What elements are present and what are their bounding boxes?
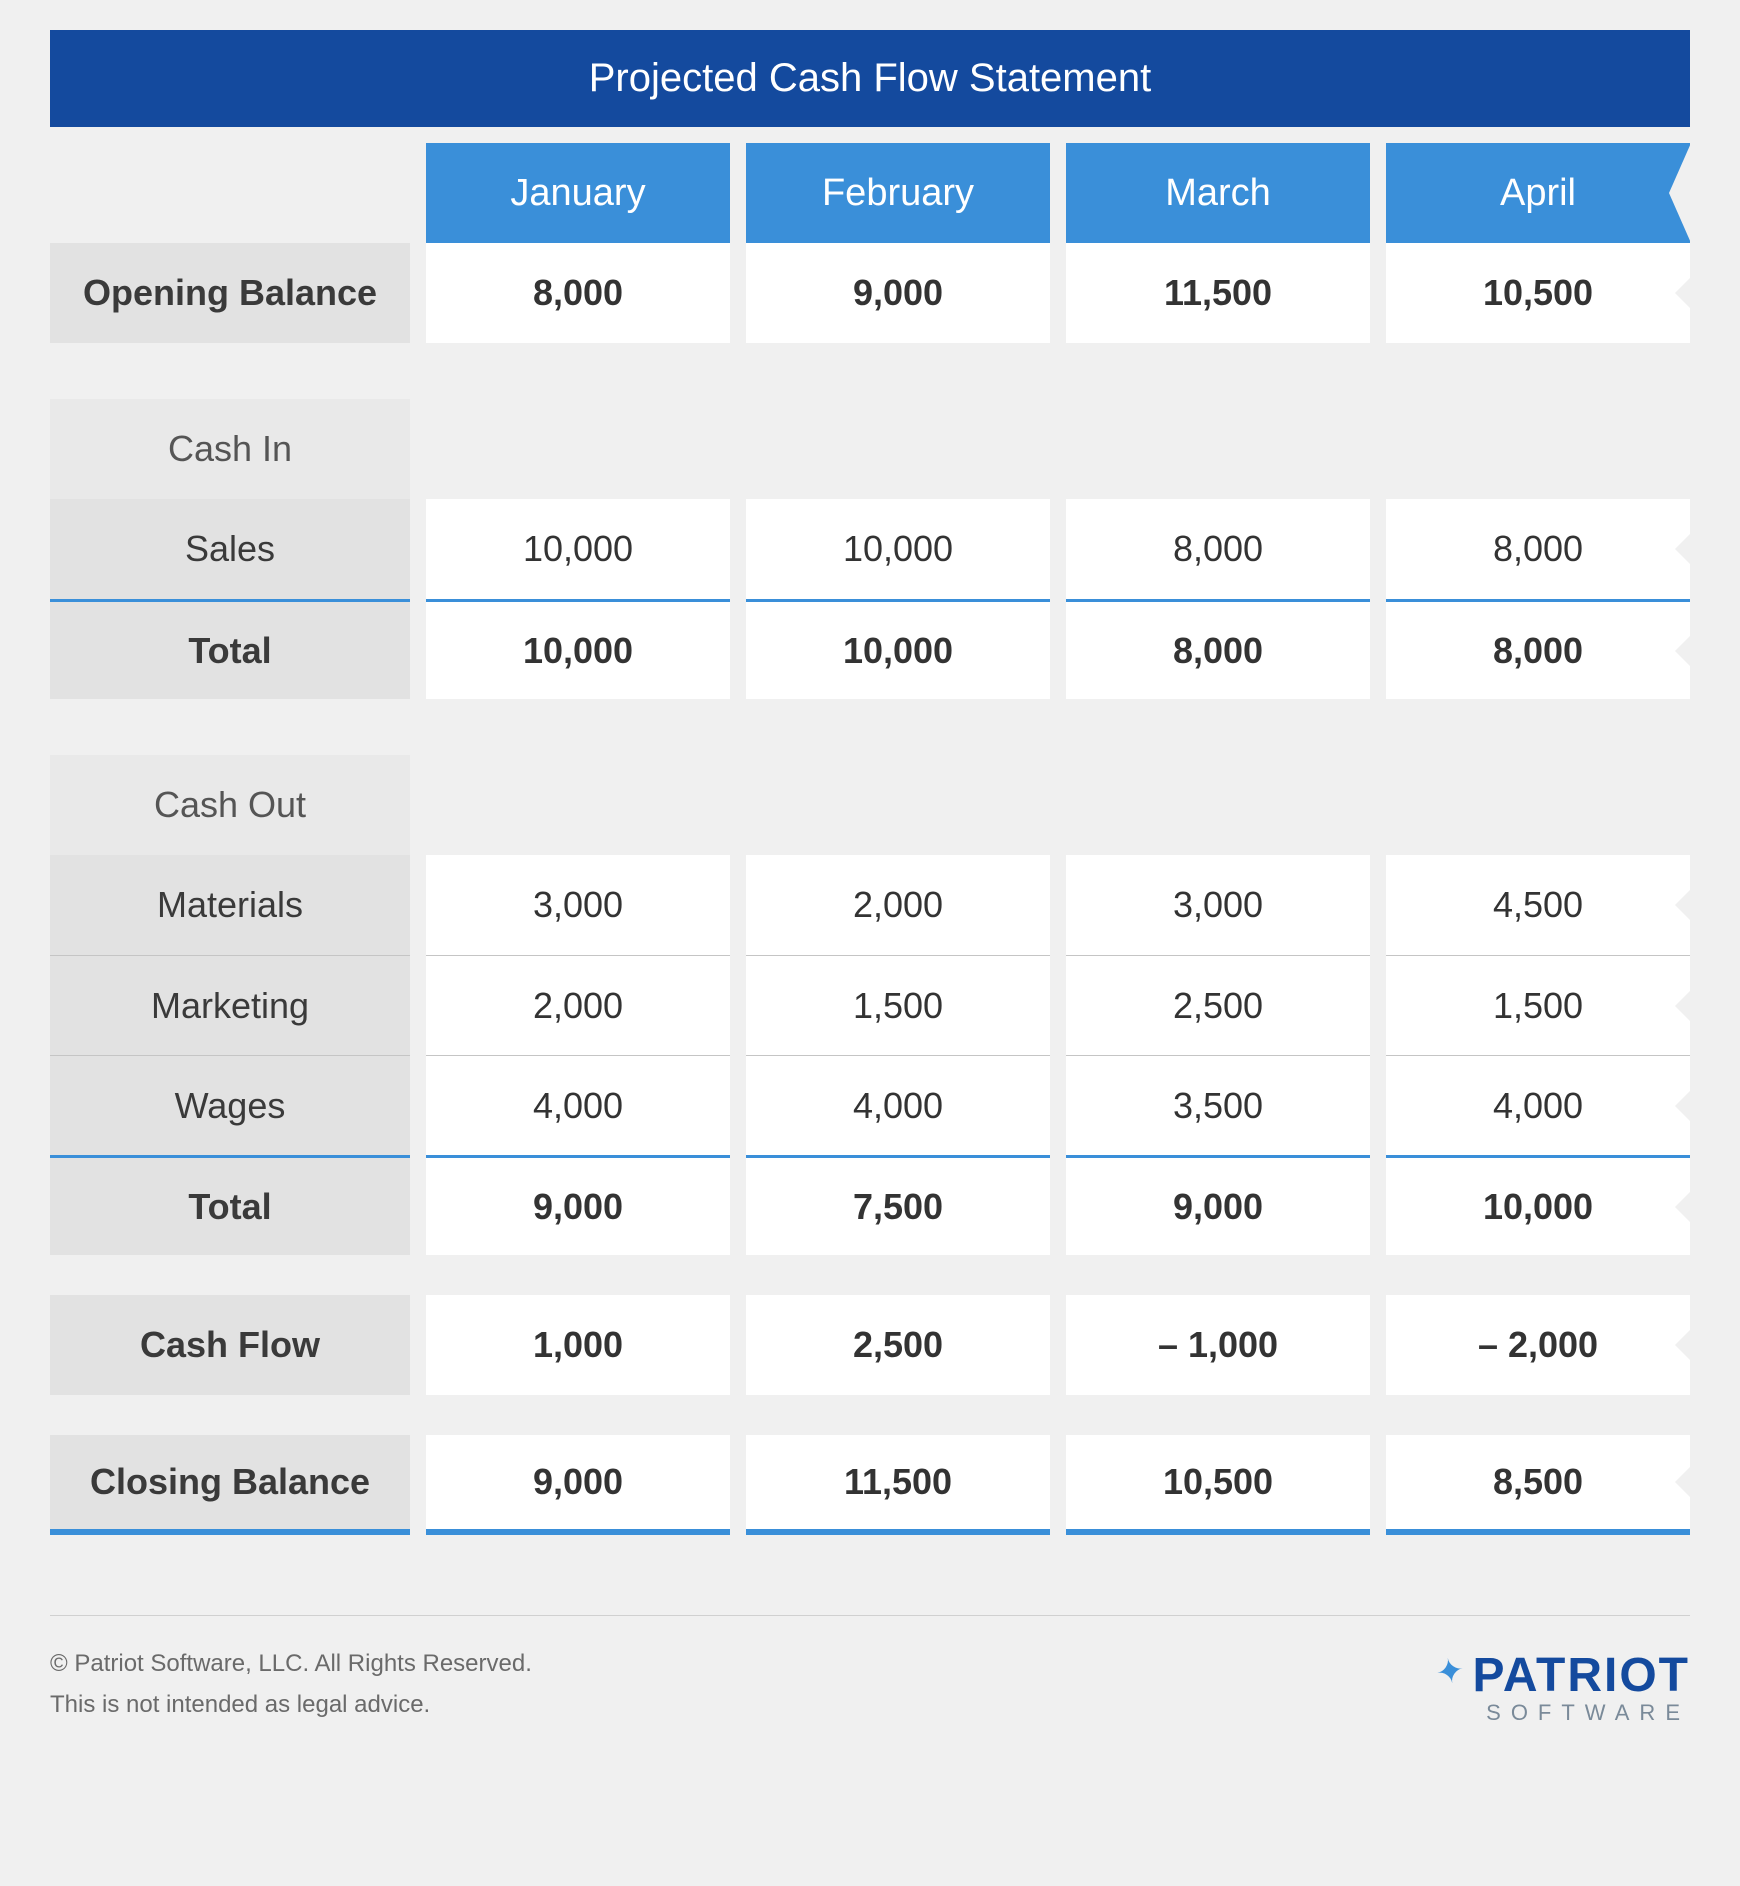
spacer xyxy=(50,1255,1690,1295)
materials-apr: 4,500 xyxy=(1386,855,1690,955)
section-cash-out: Cash Out xyxy=(50,755,410,855)
cash-flow-jan: 1,000 xyxy=(426,1295,730,1395)
row-label-cash-in-total: Total xyxy=(50,599,410,699)
cash-out-total-feb: 7,500 xyxy=(746,1155,1050,1255)
blank xyxy=(1066,755,1370,855)
sales-jan: 10,000 xyxy=(426,499,730,599)
row-label-sales: Sales xyxy=(50,499,410,599)
brand-sub: SOFTWARE xyxy=(1436,1700,1690,1726)
blank xyxy=(1386,399,1690,499)
copyright: © Patriot Software, LLC. All Rights Rese… xyxy=(50,1644,532,1685)
closing-balance-apr: 8,500 xyxy=(1386,1435,1690,1535)
wages-mar: 3,500 xyxy=(1066,1055,1370,1155)
row-label-cash-out-total: Total xyxy=(50,1155,410,1255)
opening-balance-jan: 8,000 xyxy=(426,243,730,343)
star-icon: ✦ xyxy=(1433,1649,1468,1693)
cash-in-total-apr: 8,000 xyxy=(1386,599,1690,699)
footer-legal: © Patriot Software, LLC. All Rights Rese… xyxy=(50,1644,532,1726)
row-label-wages: Wages xyxy=(50,1055,410,1155)
col-header-april: April xyxy=(1386,143,1690,243)
spacer xyxy=(50,699,1690,755)
materials-feb: 2,000 xyxy=(746,855,1050,955)
sales-apr: 8,000 xyxy=(1386,499,1690,599)
marketing-apr: 1,500 xyxy=(1386,955,1690,1055)
marketing-jan: 2,000 xyxy=(426,955,730,1055)
col-header-february: February xyxy=(746,143,1050,243)
col-header-january: January xyxy=(426,143,730,243)
marketing-mar: 2,500 xyxy=(1066,955,1370,1055)
opening-balance-apr: 10,500 xyxy=(1386,243,1690,343)
sales-feb: 10,000 xyxy=(746,499,1050,599)
blank xyxy=(426,399,730,499)
cash-out-total-mar: 9,000 xyxy=(1066,1155,1370,1255)
page-title: Projected Cash Flow Statement xyxy=(50,30,1690,127)
blank xyxy=(746,399,1050,499)
brand-name: PATRIOT xyxy=(1472,1652,1690,1700)
cashflow-table: January February March April Opening Bal… xyxy=(50,143,1690,1535)
cash-out-total-apr: 10,000 xyxy=(1386,1155,1690,1255)
opening-balance-feb: 9,000 xyxy=(746,243,1050,343)
wages-apr: 4,000 xyxy=(1386,1055,1690,1155)
row-label-cash-flow: Cash Flow xyxy=(50,1295,410,1395)
cash-in-total-feb: 10,000 xyxy=(746,599,1050,699)
cash-out-total-jan: 9,000 xyxy=(426,1155,730,1255)
cash-flow-mar: – 1,000 xyxy=(1066,1295,1370,1395)
row-label-materials: Materials xyxy=(50,855,410,955)
blank xyxy=(746,755,1050,855)
col-header-march: March xyxy=(1066,143,1370,243)
blank xyxy=(1386,755,1690,855)
wages-jan: 4,000 xyxy=(426,1055,730,1155)
closing-balance-feb: 11,500 xyxy=(746,1435,1050,1535)
brand-logo: ✦ PATRIOT SOFTWARE xyxy=(1436,1652,1690,1726)
sales-mar: 8,000 xyxy=(1066,499,1370,599)
row-label-opening-balance: Opening Balance xyxy=(50,243,410,343)
cash-flow-apr: – 2,000 xyxy=(1386,1295,1690,1395)
footer: © Patriot Software, LLC. All Rights Rese… xyxy=(50,1615,1690,1726)
opening-balance-mar: 11,500 xyxy=(1066,243,1370,343)
cash-in-total-jan: 10,000 xyxy=(426,599,730,699)
blank xyxy=(426,755,730,855)
spacer xyxy=(50,343,1690,399)
closing-balance-jan: 9,000 xyxy=(426,1435,730,1535)
materials-mar: 3,000 xyxy=(1066,855,1370,955)
row-label-marketing: Marketing xyxy=(50,955,410,1055)
disclaimer: This is not intended as legal advice. xyxy=(50,1685,532,1726)
cash-in-total-mar: 8,000 xyxy=(1066,599,1370,699)
blank xyxy=(1066,399,1370,499)
materials-jan: 3,000 xyxy=(426,855,730,955)
marketing-feb: 1,500 xyxy=(746,955,1050,1055)
spacer xyxy=(50,1395,1690,1435)
closing-balance-mar: 10,500 xyxy=(1066,1435,1370,1535)
section-cash-in: Cash In xyxy=(50,399,410,499)
cash-flow-feb: 2,500 xyxy=(746,1295,1050,1395)
wages-feb: 4,000 xyxy=(746,1055,1050,1155)
header-blank xyxy=(50,143,410,243)
row-label-closing-balance: Closing Balance xyxy=(50,1435,410,1535)
